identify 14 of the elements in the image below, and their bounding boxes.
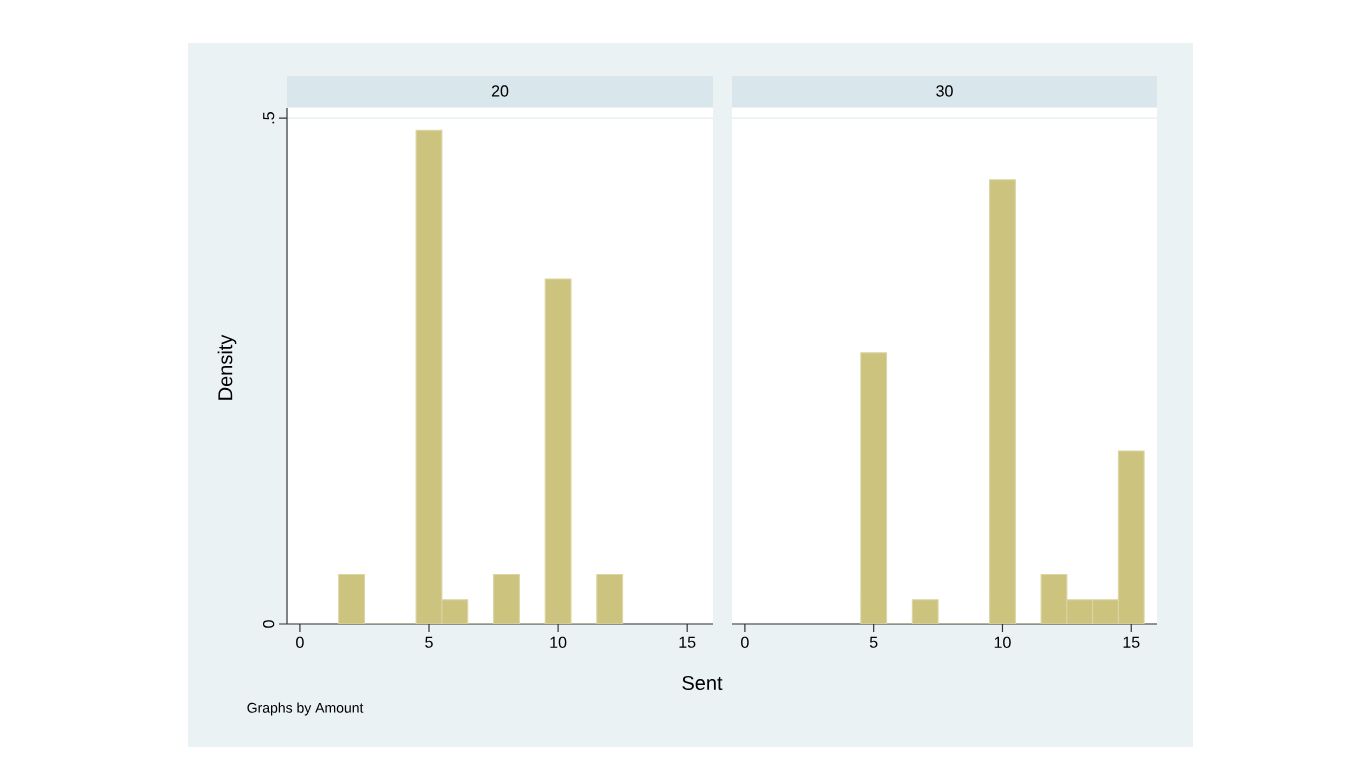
x-tick-label: 15 <box>679 636 696 648</box>
chart-title: 30 <box>936 85 953 97</box>
chart-title: 20 <box>491 85 509 97</box>
x-tick-label: 0 <box>741 636 749 649</box>
x-axis-title: Sent <box>682 675 723 691</box>
text: Graphs by Amount <box>247 702 364 716</box>
x-tick-label: 5 <box>425 636 433 648</box>
x-tick-label: 0 <box>296 636 304 649</box>
y-axis-title: Density <box>217 334 237 400</box>
x-tick-label: 10 <box>550 636 567 649</box>
x-tick-label: 15 <box>1123 636 1140 648</box>
y-tick-label: .5 <box>263 112 275 124</box>
x-tick-label: 5 <box>869 636 878 648</box>
x-tick-label: 10 <box>994 636 1011 649</box>
